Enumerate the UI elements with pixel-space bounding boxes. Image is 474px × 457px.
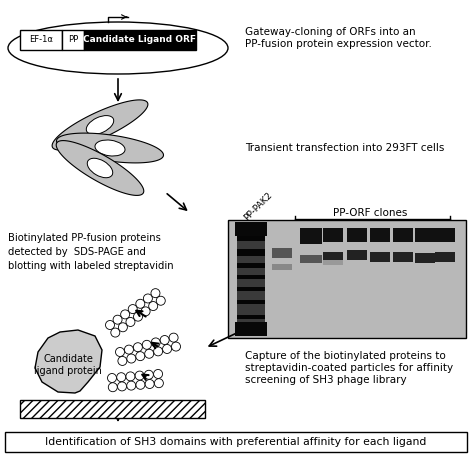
FancyBboxPatch shape [415,253,435,263]
Ellipse shape [118,382,127,391]
Polygon shape [56,141,144,196]
Ellipse shape [118,356,127,366]
Ellipse shape [169,333,178,342]
FancyBboxPatch shape [235,322,267,336]
Ellipse shape [172,342,181,351]
FancyBboxPatch shape [237,231,265,241]
Ellipse shape [144,294,152,303]
Ellipse shape [117,373,126,382]
Ellipse shape [125,345,134,354]
Ellipse shape [111,328,120,337]
Polygon shape [52,100,148,150]
FancyBboxPatch shape [237,275,265,279]
FancyBboxPatch shape [415,228,435,242]
Ellipse shape [133,343,142,352]
Ellipse shape [95,140,125,156]
Ellipse shape [151,289,160,298]
Ellipse shape [108,383,117,392]
Text: Candidate
ligand protein: Candidate ligand protein [34,354,102,376]
Text: Biotinylated PP-fusion proteins
detected by  SDS-PAGE and
blotting with labeled : Biotinylated PP-fusion proteins detected… [8,233,173,271]
Ellipse shape [118,323,128,332]
Ellipse shape [156,296,165,305]
Text: EF-1α: EF-1α [29,36,53,44]
FancyBboxPatch shape [235,222,267,236]
Ellipse shape [154,347,163,356]
FancyBboxPatch shape [323,260,343,265]
FancyBboxPatch shape [272,248,292,258]
Ellipse shape [126,372,135,381]
Text: Gateway-cloning of ORFs into an
PP-fusion protein expression vector.: Gateway-cloning of ORFs into an PP-fusio… [245,27,432,49]
Ellipse shape [154,369,163,378]
Ellipse shape [113,315,122,324]
Ellipse shape [155,379,164,388]
FancyBboxPatch shape [20,30,62,50]
FancyBboxPatch shape [84,30,196,50]
FancyBboxPatch shape [5,432,467,452]
FancyBboxPatch shape [272,264,292,270]
Ellipse shape [134,312,143,321]
Ellipse shape [145,379,154,388]
Ellipse shape [151,338,160,347]
Ellipse shape [136,351,145,361]
FancyBboxPatch shape [228,220,466,338]
FancyBboxPatch shape [323,252,343,262]
Ellipse shape [149,302,158,311]
Text: Identification of SH3 domains with preferential affinity for each ligand: Identification of SH3 domains with prefe… [46,437,427,447]
Ellipse shape [126,318,135,326]
Ellipse shape [142,340,151,349]
FancyBboxPatch shape [237,327,265,332]
Text: Transient transfection into 293FT cells: Transient transfection into 293FT cells [245,143,444,153]
FancyBboxPatch shape [237,315,265,319]
Ellipse shape [145,349,154,358]
FancyBboxPatch shape [20,400,205,418]
FancyBboxPatch shape [347,250,367,260]
Text: PP-ORF clones: PP-ORF clones [333,208,407,218]
Ellipse shape [145,370,154,379]
Text: Candidate Ligand ORF: Candidate Ligand ORF [83,36,197,44]
Ellipse shape [136,299,145,308]
FancyBboxPatch shape [370,252,390,262]
Polygon shape [56,133,164,163]
FancyBboxPatch shape [300,255,322,263]
Ellipse shape [160,335,169,345]
Ellipse shape [121,310,130,319]
FancyBboxPatch shape [393,228,413,242]
FancyBboxPatch shape [300,228,322,244]
Ellipse shape [108,373,117,383]
FancyBboxPatch shape [237,263,265,268]
FancyBboxPatch shape [237,222,265,336]
Ellipse shape [136,380,145,389]
Ellipse shape [141,307,150,316]
FancyBboxPatch shape [62,30,84,50]
FancyBboxPatch shape [237,300,265,304]
Ellipse shape [135,371,144,380]
Text: PP: PP [68,36,78,44]
FancyBboxPatch shape [393,252,413,262]
Ellipse shape [86,116,114,134]
FancyBboxPatch shape [435,228,455,242]
Ellipse shape [106,320,115,329]
Ellipse shape [127,354,136,363]
FancyBboxPatch shape [323,228,343,242]
Ellipse shape [116,347,125,356]
FancyBboxPatch shape [435,252,455,262]
Ellipse shape [163,345,172,353]
Ellipse shape [127,381,136,390]
Polygon shape [35,330,102,393]
Ellipse shape [128,304,137,314]
FancyBboxPatch shape [237,287,265,291]
Text: PP-PAK2: PP-PAK2 [242,190,274,222]
FancyBboxPatch shape [370,228,390,242]
FancyBboxPatch shape [347,228,367,242]
Ellipse shape [87,158,113,178]
FancyBboxPatch shape [237,249,265,256]
Text: Capture of the biotinylated proteins to
streptavidin-coated particles for affini: Capture of the biotinylated proteins to … [245,351,453,385]
